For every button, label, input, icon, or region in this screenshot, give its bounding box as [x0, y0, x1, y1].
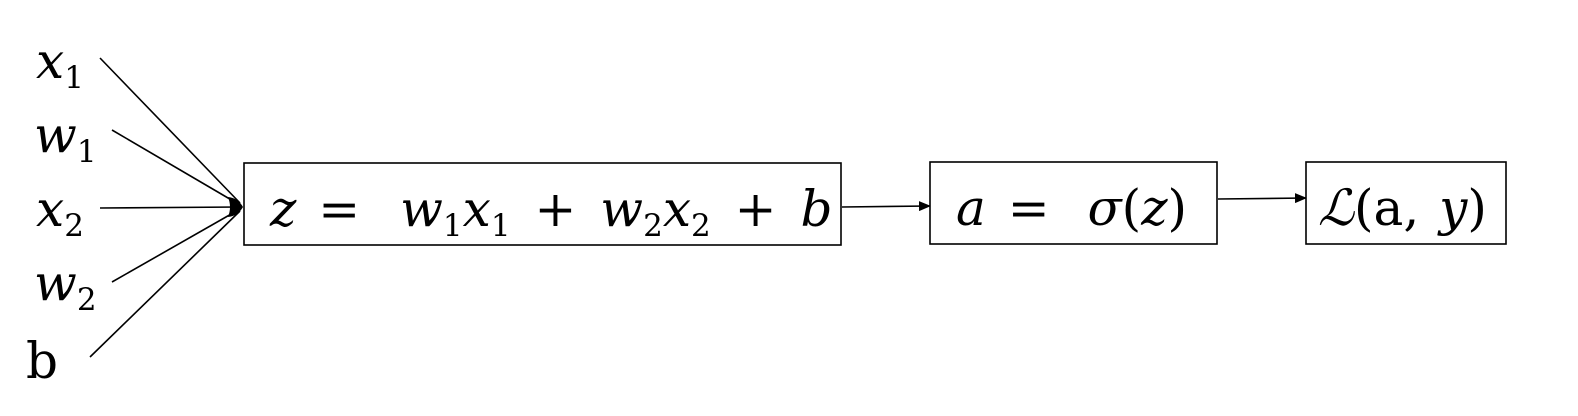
input-label-b: b [26, 332, 58, 390]
input-label-x1: x1 [36, 32, 84, 96]
input-label-w2: w2 [34, 254, 97, 318]
activation-node-box [929, 161, 1218, 245]
input-label-w1: w1 [34, 106, 97, 170]
arrow-linear-to-activation [841, 201, 931, 212]
arrow-activation-to-loss [1217, 193, 1307, 204]
input-label-x2: x2 [36, 180, 84, 244]
input-line-x1 [99, 57, 241, 204]
input-line-w1 [111, 129, 241, 206]
linear-node-formula: z = w1x1 + w2x2 + b [269, 180, 832, 248]
input-line-w2 [111, 208, 241, 283]
input-convergence-point [228, 197, 243, 217]
linear-node-box [243, 162, 842, 246]
activation-node-formula: a = σ(z) [956, 179, 1187, 237]
input-line-x2 [99, 206, 241, 209]
loss-node-box [1305, 161, 1507, 245]
loss-node-formula: ℒ(a, y) [1318, 179, 1487, 237]
input-line-b [89, 210, 241, 358]
